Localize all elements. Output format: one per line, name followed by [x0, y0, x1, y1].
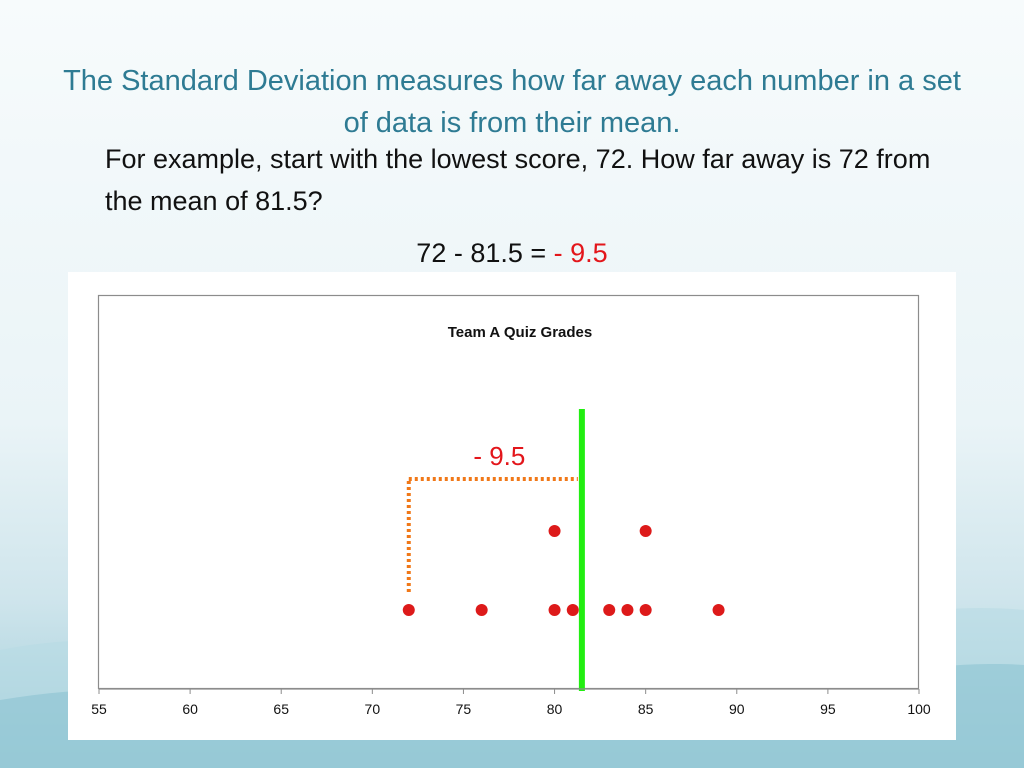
equation-result: - 9.5: [553, 238, 608, 268]
slide-title: The Standard Deviation measures how far …: [63, 65, 961, 139]
x-tick-label: 55: [91, 701, 107, 717]
dot-plot-chart: Team A Quiz Grades 55 60 65 70 75 80 85 90 95 100…: [91, 294, 931, 717]
x-tick-label: 75: [456, 701, 472, 717]
deviation-label: - 9.5: [473, 441, 525, 471]
data-point: [621, 604, 634, 616]
x-tick-label: 80: [547, 701, 563, 717]
equation: 72 - 81.5 = - 9.5: [0, 233, 1024, 273]
x-axis: 55 60 65 70 75 80 85 90 95 100: [91, 688, 931, 717]
example-text: For example, start with the lowest score…: [105, 144, 931, 216]
x-tick-label: 70: [365, 701, 381, 717]
x-tick-label: 85: [638, 701, 654, 717]
x-tick-label: 90: [729, 701, 745, 717]
data-point: [712, 604, 725, 616]
deviation-bracket: [406, 477, 578, 592]
x-tick-label: 65: [273, 701, 289, 717]
chart-panel: Team A Quiz Grades 55 60 65 70 75 80 85 90 95 100…: [68, 272, 956, 740]
data-point: [475, 604, 488, 616]
data-point: [603, 604, 616, 616]
chart-title: Team A Quiz Grades: [448, 324, 593, 341]
equation-expression: 72 - 81.5 =: [416, 238, 554, 268]
x-tick-label: 95: [820, 701, 836, 717]
data-point: [639, 525, 652, 537]
data-point: [548, 604, 561, 616]
plot-area-border: [97, 294, 920, 690]
x-tick-label: 60: [182, 701, 198, 717]
data-point: [548, 525, 561, 537]
data-point: [639, 604, 652, 616]
data-point: [402, 604, 415, 616]
x-tick-label: 100: [907, 701, 931, 717]
data-point: [566, 604, 579, 616]
data-points: [402, 525, 725, 616]
